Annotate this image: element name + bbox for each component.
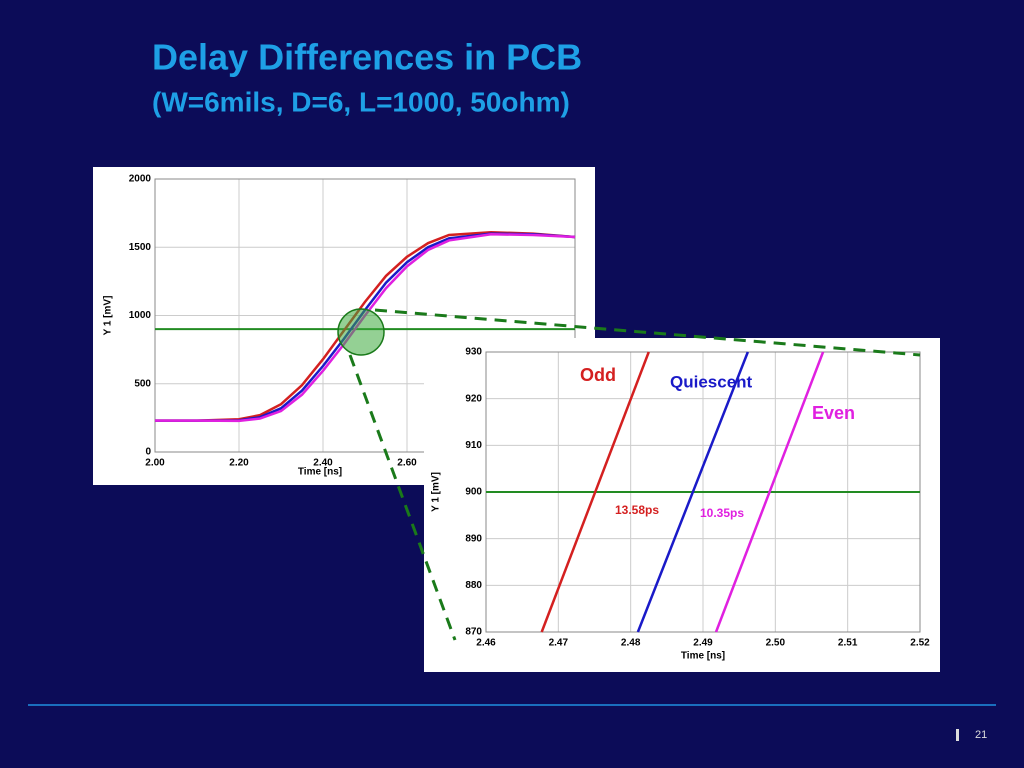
series-line [540,351,650,633]
y-tick-label: 910 [465,440,482,451]
annotation: 10.35ps [700,506,744,520]
series-label: Even [812,403,855,423]
x-tick-label: 2.60 [397,458,417,469]
x-tick-label: 2.52 [910,638,930,649]
y-tick-label: 500 [134,378,151,389]
series-line [714,351,825,633]
chart-panel [424,338,940,672]
x-axis-label: Time [ns] [681,651,725,662]
y-axis-label: Y 1 [mV] [431,472,442,512]
x-tick-label: 2.00 [145,458,165,469]
x-tick-label: 2.47 [549,638,569,649]
y-tick-label: 0 [145,447,151,458]
y-tick-label: 1500 [129,242,152,253]
x-tick-label: 2.49 [693,638,713,649]
plot-frame [154,178,576,453]
x-tick-label: 2.50 [766,638,786,649]
x-tick-label: 2.20 [229,458,249,469]
chart-zoom: 870 880 890 900 910 920 930 2.46 2.47 2.48 2.49 2.5… [431,347,931,662]
annotation: 13.58ps [615,503,659,517]
y-tick-label: 880 [465,580,482,591]
y-tick-label: 900 [465,487,482,498]
x-axis-label: Time [ns] [298,467,342,478]
x-tick-label: 2.48 [621,638,641,649]
slide-subtitle: (W=6mils, D=6, L=1000, 50ohm) [152,86,570,117]
y-tick-label: 2000 [129,174,152,185]
footer-bar [956,729,959,741]
slide-title: Delay Differences in PCB [152,37,582,78]
x-tick-label: 2.46 [476,638,496,649]
page-number: 21 [975,729,987,741]
y-tick-label: 920 [465,393,482,404]
y-tick-label: 870 [465,627,482,638]
y-tick-label: 890 [465,533,482,544]
zoom-circle [337,308,385,356]
series-line [636,351,750,633]
zoom-connector [348,354,457,641]
y-tick-label: 930 [465,347,482,358]
x-tick-label: 2.40 [313,458,333,469]
series-label: Quiescent [670,372,753,391]
series-label: Odd [580,365,616,385]
zoom-connector [374,308,921,357]
y-tick-label: 1000 [129,310,152,321]
y-axis-label: Y 1 [mV] [103,296,114,336]
x-tick-label: 2.51 [838,638,858,649]
